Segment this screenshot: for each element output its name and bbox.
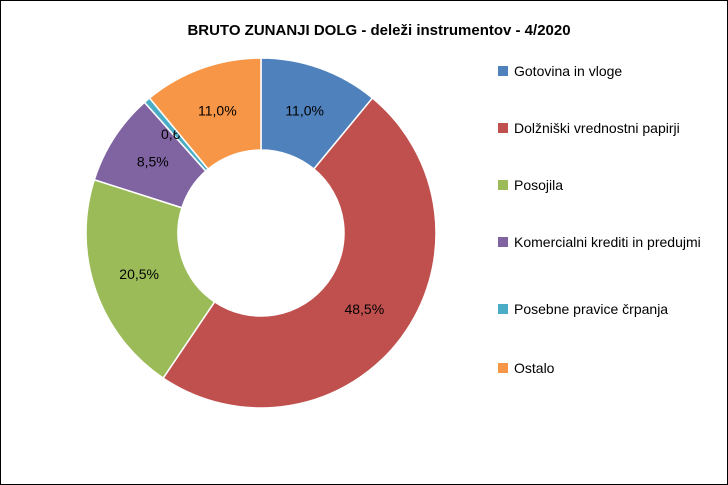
data-label: 8,5% bbox=[137, 153, 169, 169]
data-label: 48,5% bbox=[344, 301, 384, 317]
legend-item: Komercialni krediti in predujmi bbox=[498, 232, 723, 252]
legend-item: Gotovina in vloge bbox=[498, 61, 723, 81]
data-label: 11,0% bbox=[285, 102, 324, 118]
legend-label: Komercialni krediti in predujmi bbox=[514, 234, 701, 250]
legend-label: Posebne pravice črpanja bbox=[514, 301, 669, 317]
chart-title: BRUTO ZUNANJI DOLG - deleži instrumentov… bbox=[187, 22, 570, 39]
legend-item: Ostalo bbox=[498, 358, 723, 378]
legend-swatch bbox=[498, 237, 508, 247]
legend-swatch bbox=[498, 66, 508, 76]
slice bbox=[148, 57, 262, 171]
legend-item: Posebne pravice črpanja bbox=[498, 299, 723, 319]
legend-label: Dolžniški vrednostni papirji bbox=[514, 120, 680, 136]
legend-label: Ostalo bbox=[514, 360, 555, 376]
legend-swatch bbox=[498, 180, 508, 190]
data-label: 20,5% bbox=[119, 266, 159, 282]
legend-swatch bbox=[498, 363, 508, 373]
legend-label: Posojila bbox=[514, 177, 564, 193]
legend-item: Dolžniški vrednostni papirji bbox=[498, 118, 723, 138]
legend-item: Posojila bbox=[498, 175, 723, 195]
slice bbox=[85, 178, 216, 380]
legend-label: Gotovina in vloge bbox=[514, 63, 623, 79]
slice bbox=[162, 97, 437, 409]
data-label: 11,0% bbox=[198, 102, 237, 118]
legend-swatch bbox=[498, 304, 508, 314]
legend-swatch bbox=[498, 123, 508, 133]
